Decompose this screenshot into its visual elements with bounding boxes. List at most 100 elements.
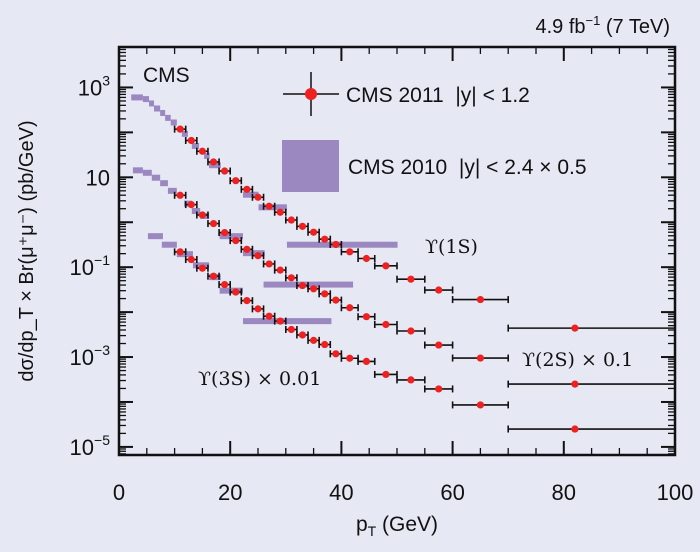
x-tick-label: 100 [657, 480, 694, 505]
annotation-3s: ϒ(3S) × 0.01 [198, 368, 321, 390]
data-point-s3-0 [176, 248, 184, 256]
cms2010-box-s1-8 [191, 142, 200, 149]
data-point-s2-10 [287, 274, 295, 282]
cms2010-box-s2-0 [132, 167, 143, 174]
data-point-s2-21 [571, 380, 579, 388]
data-point-s1-9 [276, 208, 284, 216]
cms2010-box-s1-12 [258, 204, 287, 211]
data-point-s1-2 [198, 147, 206, 155]
cms2010-box-s1-6 [170, 119, 177, 126]
x-axis-label: pT (GeV) [356, 513, 438, 539]
data-point-s2-17 [382, 320, 390, 329]
data-point-s3-3 [209, 272, 218, 280]
data-point-s2-4 [221, 228, 229, 237]
data-point-s2-12 [310, 285, 318, 293]
data-point-s2-6 [243, 245, 251, 253]
data-point-s1-0 [176, 125, 184, 133]
cms2010-box-s2-8 [219, 233, 243, 240]
cms2010-box-s3-2 [176, 251, 193, 258]
data-point-s1-11 [298, 222, 307, 230]
data-point-s1-19 [435, 286, 443, 294]
cms2010-box-s1-4 [160, 109, 166, 116]
cms2010-box-s1-2 [149, 100, 155, 107]
legend: CMS 2011 |y| < 1.2 CMS 2010 |y| < 2.4 × … [282, 72, 587, 192]
data-point-s3-20 [476, 401, 484, 409]
data-point-s2-14 [332, 296, 340, 304]
experiment-label: CMS [143, 64, 190, 87]
cms2010-box-s1-9 [204, 152, 210, 159]
legend-2011-label: CMS 2011 |y| < 1.2 [346, 84, 530, 107]
data-point-s1-21 [571, 324, 579, 332]
data-point-s2-11 [298, 281, 307, 290]
data-point-s3-9 [276, 317, 284, 325]
data-point-s1-1 [187, 136, 195, 145]
data-point-s1-4 [221, 167, 229, 175]
legend-2010-label: CMS 2010 |y| < 2.4 × 0.5 [348, 156, 587, 179]
data-point-s2-0 [176, 191, 184, 199]
data-point-s1-5 [232, 177, 240, 185]
annotation-2s: ϒ(2S) × 0.1 [522, 349, 633, 371]
data-point-s2-20 [476, 354, 484, 362]
data-point-s3-16 [362, 357, 371, 365]
y-axis: 103 10 10−1 10−3 10−5 [70, 48, 675, 460]
data-point-s2-1 [187, 200, 195, 209]
data-point-s2-2 [198, 211, 206, 219]
data-point-s1-3 [209, 158, 218, 166]
data-point-s1-15 [346, 248, 354, 256]
cms2011-points [173, 125, 676, 433]
data-point-s3-13 [321, 340, 329, 349]
x-tick-label: 40 [329, 480, 353, 505]
cms2010-box-s1-13 [286, 241, 398, 248]
data-point-s3-10 [287, 325, 295, 334]
data-point-s2-15 [346, 304, 354, 312]
x-tick-label: 80 [552, 480, 576, 505]
data-point-s3-17 [382, 370, 390, 379]
data-point-s2-5 [232, 237, 240, 245]
data-point-s3-1 [187, 255, 195, 264]
data-point-s2-7 [254, 252, 262, 260]
y-axis-label: dσ/dp_T × Br(μ⁺μ⁻) (pb/GeV) [16, 120, 38, 381]
y-tick-label: 103 [78, 72, 110, 100]
data-point-s3-4 [221, 280, 229, 289]
cms2010-box-s3-5 [219, 287, 243, 294]
data-point-s1-17 [382, 262, 390, 270]
data-point-s1-12 [310, 228, 318, 236]
cms2010-box-s1-11 [242, 191, 259, 198]
data-point-s2-9 [276, 266, 284, 274]
cms2010-box-s2-4 [167, 187, 177, 194]
x-tick-label: 0 [113, 480, 125, 505]
data-point-s1-16 [362, 254, 371, 263]
luminosity-label: 4.9 fb−1 (7 TeV) [535, 13, 670, 38]
data-point-s3-15 [346, 354, 354, 362]
data-point-s3-7 [254, 305, 262, 313]
data-point-s1-14 [332, 240, 340, 249]
legend-2010-box [282, 140, 339, 192]
data-point-s3-14 [332, 350, 340, 358]
y-tick-label: 10−3 [70, 342, 111, 370]
data-point-s1-20 [476, 295, 484, 304]
cms2010-box-s1-1 [142, 96, 150, 103]
data-point-s3-6 [243, 297, 251, 305]
cms2010-box-s2-6 [191, 207, 201, 214]
data-point-s3-12 [310, 336, 318, 344]
legend-2011-marker [305, 88, 317, 100]
annotation-1s: ϒ(1S) [425, 236, 478, 258]
data-point-s1-8 [265, 202, 273, 210]
data-point-s3-2 [198, 264, 206, 272]
x-tick-label: 60 [440, 480, 464, 505]
y-tick-label: 10−1 [70, 252, 111, 280]
cms2010-box-s1-3 [154, 105, 161, 112]
data-point-s3-5 [232, 288, 240, 296]
data-point-s3-21 [571, 425, 579, 433]
data-point-s2-18 [407, 327, 415, 335]
x-axis: 0 20 40 60 80 100 [113, 47, 693, 505]
y-tick-label: 10−5 [70, 432, 111, 460]
data-point-s1-18 [407, 275, 415, 283]
cms2010-box-s2-9 [242, 250, 265, 257]
data-point-s1-7 [254, 193, 262, 201]
cms2010-box-s3-0 [147, 233, 163, 240]
cms2010-box-s3-6 [242, 318, 332, 325]
data-point-s2-13 [321, 290, 329, 298]
data-point-s2-3 [209, 219, 218, 228]
